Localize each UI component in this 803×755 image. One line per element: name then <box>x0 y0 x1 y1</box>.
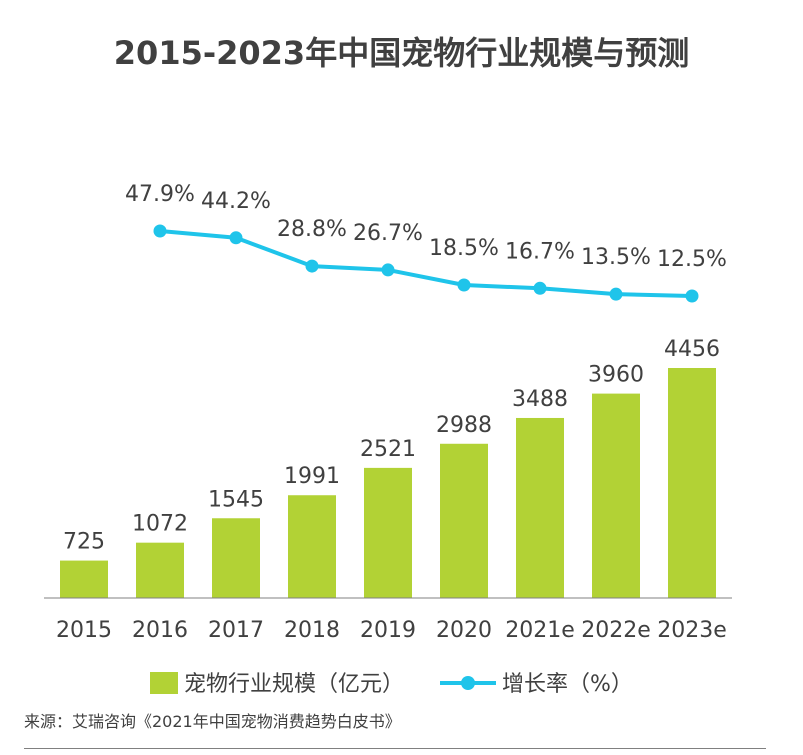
growth-point-2019 <box>381 263 395 277</box>
bar-value-label: 1545 <box>208 487 264 512</box>
bar-value-label: 3960 <box>588 363 644 388</box>
bar-2019 <box>364 467 412 598</box>
bar-value-label: 3488 <box>512 387 568 412</box>
growth-point-2021e <box>533 281 547 295</box>
category-label: 2015 <box>56 618 112 643</box>
bar-value-label: 2521 <box>360 437 416 462</box>
growth-label: 26.7% <box>353 221 423 246</box>
growth-label: 47.9% <box>125 182 195 207</box>
category-label: 2021e <box>505 618 575 643</box>
bar-2017 <box>212 518 260 598</box>
bar-2023e <box>668 368 716 598</box>
bar-value-label: 1991 <box>284 464 340 489</box>
bar-2020 <box>440 443 488 598</box>
bar-value-label: 2988 <box>436 413 492 438</box>
category-label: 2023e <box>657 618 727 643</box>
category-label: 2017 <box>208 618 264 643</box>
chart-title: 2015-2023年中国宠物行业规模与预测 <box>113 34 690 72</box>
legend-label-bar: 宠物行业规模（亿元） <box>184 672 404 697</box>
bar-value-label: 725 <box>63 530 105 555</box>
bar-2021e <box>516 417 564 598</box>
bar-2016 <box>136 542 184 598</box>
growth-point-2022e <box>609 287 623 301</box>
category-label: 2018 <box>284 618 340 643</box>
growth-label: 12.5% <box>657 247 727 272</box>
bar-2015 <box>60 560 108 598</box>
growth-point-2023e <box>685 289 699 303</box>
source-note: 来源：艾瑞咨询《2021年中国宠物消费趋势白皮书》 <box>24 712 401 731</box>
category-label: 2020 <box>436 618 492 643</box>
category-label: 2019 <box>360 618 416 643</box>
bar-2022e <box>592 393 640 598</box>
growth-point-2017 <box>229 231 243 245</box>
growth-label: 28.8% <box>277 217 347 242</box>
legend-label-line: 增长率（%） <box>502 672 633 697</box>
legend-marker-line <box>461 676 475 690</box>
growth-label: 18.5% <box>429 236 499 261</box>
chart-svg: 2015 2016 2017 2018 2019 2020 2021e 2022e 2023e … <box>44 182 732 697</box>
growth-point-2018 <box>305 259 319 273</box>
category-label: 2016 <box>132 618 188 643</box>
legend-swatch-bar <box>150 672 178 694</box>
bar-value-label: 4456 <box>664 337 720 362</box>
growth-point-2016 <box>153 224 167 238</box>
divider <box>24 748 766 749</box>
growth-label: 13.5% <box>581 245 651 270</box>
growth-line <box>159 229 693 298</box>
growth-point-2020 <box>457 278 471 292</box>
bar-2018 <box>288 495 336 598</box>
category-label: 2022e <box>581 618 651 643</box>
growth-label: 16.7% <box>505 239 575 264</box>
bar-value-label: 1072 <box>132 512 188 537</box>
growth-label: 44.2% <box>201 189 271 214</box>
